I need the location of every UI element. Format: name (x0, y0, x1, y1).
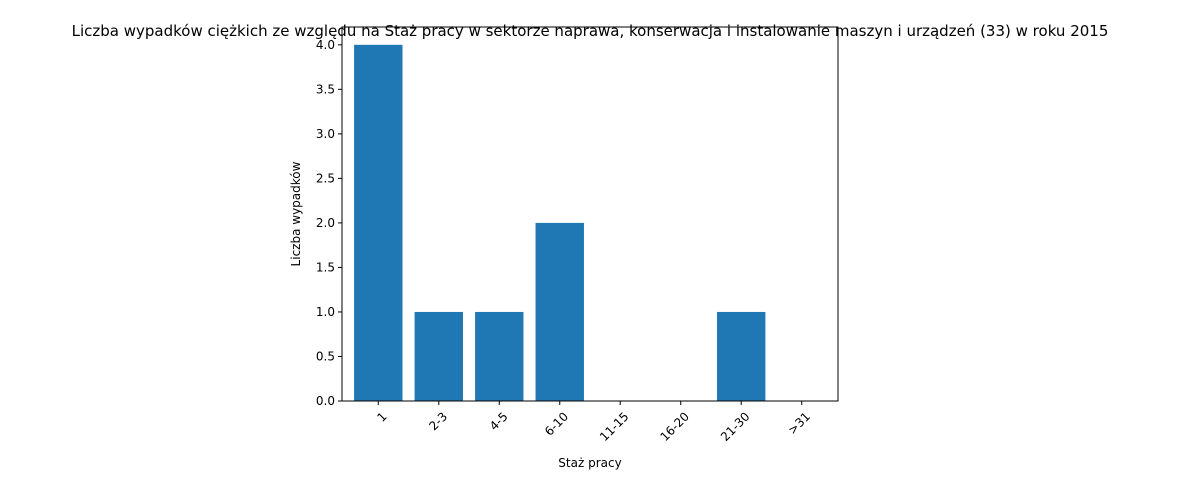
y-tick-label: 3.5 (316, 82, 335, 96)
bars-group (354, 44, 766, 402)
y-tick-label: 0.0 (316, 394, 335, 408)
x-tick-label: >31 (785, 409, 813, 437)
plot-frame (341, 26, 839, 402)
chart-title: Liczba wypadków ciężkich ze względu na S… (72, 22, 1109, 40)
y-tick-label: 3.0 (316, 127, 335, 141)
y-tick-label: 1.0 (316, 305, 335, 319)
x-tick-label: 11-15 (597, 409, 632, 444)
bar-21-30 (717, 311, 766, 401)
x-axis-label: Staż pracy (558, 456, 621, 470)
x-tick-label: 2-3 (426, 409, 450, 433)
y-tick-label: 2.5 (316, 171, 335, 185)
bar-4-5 (475, 311, 524, 401)
x-tick-label: 4-5 (487, 409, 511, 433)
y-tick-label: 1.5 (316, 260, 335, 274)
x-tick-label: 6-10 (542, 409, 571, 438)
y-axis-label: Liczba wypadków (289, 161, 303, 266)
y-axis-ticks: 0.0 0.5 1.0 1.5 2.0 2.5 3.0 3.5 4.0 (316, 38, 342, 408)
bar-6-10 (535, 222, 584, 401)
bar-2-3 (414, 311, 463, 401)
y-tick-label: 0.5 (316, 349, 335, 363)
x-tick-label: 16-20 (658, 409, 693, 444)
y-tick-label: 2.0 (316, 216, 335, 230)
bar-1 (354, 44, 403, 402)
y-tick-label: 4.0 (316, 38, 335, 52)
x-tick-label: 1 (374, 409, 389, 424)
x-axis-ticks: 1 2-3 4-5 6-10 11-15 16-20 21-30 >31 (374, 401, 813, 444)
x-tick-label: 21-30 (718, 409, 753, 444)
